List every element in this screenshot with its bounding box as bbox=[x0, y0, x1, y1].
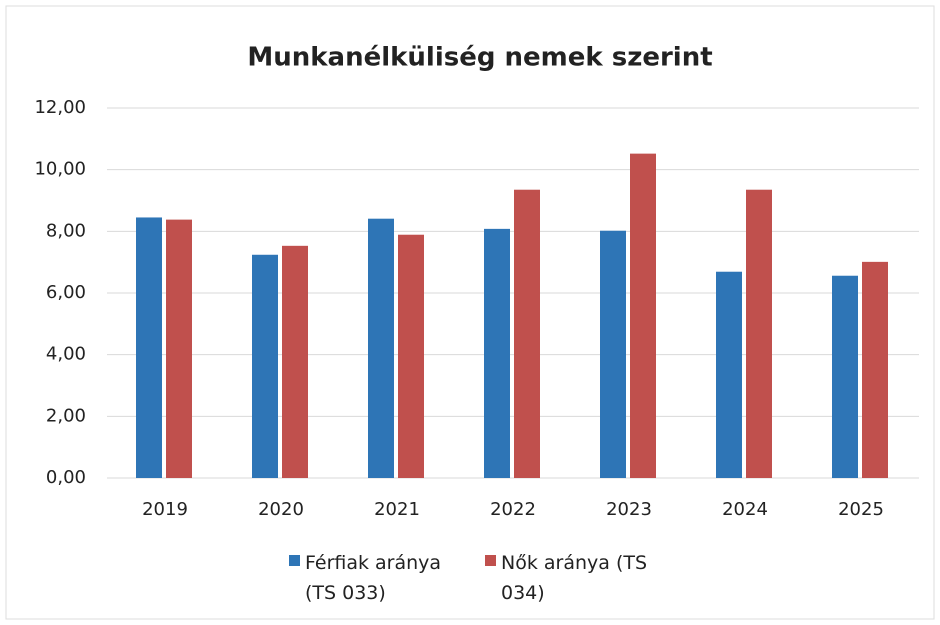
legend-swatch bbox=[289, 555, 300, 566]
bar bbox=[136, 217, 162, 479]
legend-label: Nők aránya (TS 034) bbox=[501, 552, 648, 604]
x-tick-label: 2023 bbox=[606, 499, 652, 520]
legend-item: Férfiak aránya (TS 033) bbox=[289, 548, 455, 608]
x-tick-label: 2020 bbox=[258, 499, 304, 520]
bar bbox=[514, 189, 540, 479]
y-tick-label: 6,00 bbox=[46, 282, 86, 303]
x-tick-label: 2025 bbox=[838, 499, 884, 520]
y-tick-label: 0,00 bbox=[46, 467, 86, 488]
x-tick-label: 2024 bbox=[722, 499, 768, 520]
legend-label: Férfiak aránya (TS 033) bbox=[305, 552, 442, 604]
bar bbox=[716, 271, 742, 478]
bar bbox=[630, 153, 656, 478]
bar bbox=[398, 234, 424, 478]
y-tick-label: 4,00 bbox=[46, 344, 86, 365]
bar bbox=[600, 230, 626, 478]
bar bbox=[368, 218, 394, 479]
bar bbox=[282, 245, 308, 478]
x-tick-label: 2019 bbox=[142, 499, 188, 520]
bar bbox=[746, 189, 772, 479]
frame bbox=[5, 5, 935, 620]
y-tick-label: 2,00 bbox=[46, 405, 86, 426]
x-tick-label: 2022 bbox=[490, 499, 536, 520]
y-tick-label: 8,00 bbox=[46, 220, 86, 241]
legend: Férfiak aránya (TS 033) Nők aránya (TS 03… bbox=[0, 548, 940, 608]
y-tick-label: 12,00 bbox=[34, 97, 86, 118]
legend-swatch bbox=[485, 555, 496, 566]
legend-item: Nők aránya (TS 034) bbox=[485, 548, 651, 608]
y-tick-label: 10,00 bbox=[34, 159, 86, 180]
bar bbox=[832, 275, 858, 478]
bar bbox=[252, 254, 278, 478]
bar bbox=[862, 261, 888, 478]
chart-title: Munkanélküliség nemek szerint bbox=[247, 43, 712, 73]
bar bbox=[484, 228, 510, 478]
x-tick-label: 2021 bbox=[374, 499, 420, 520]
bar bbox=[166, 219, 192, 478]
